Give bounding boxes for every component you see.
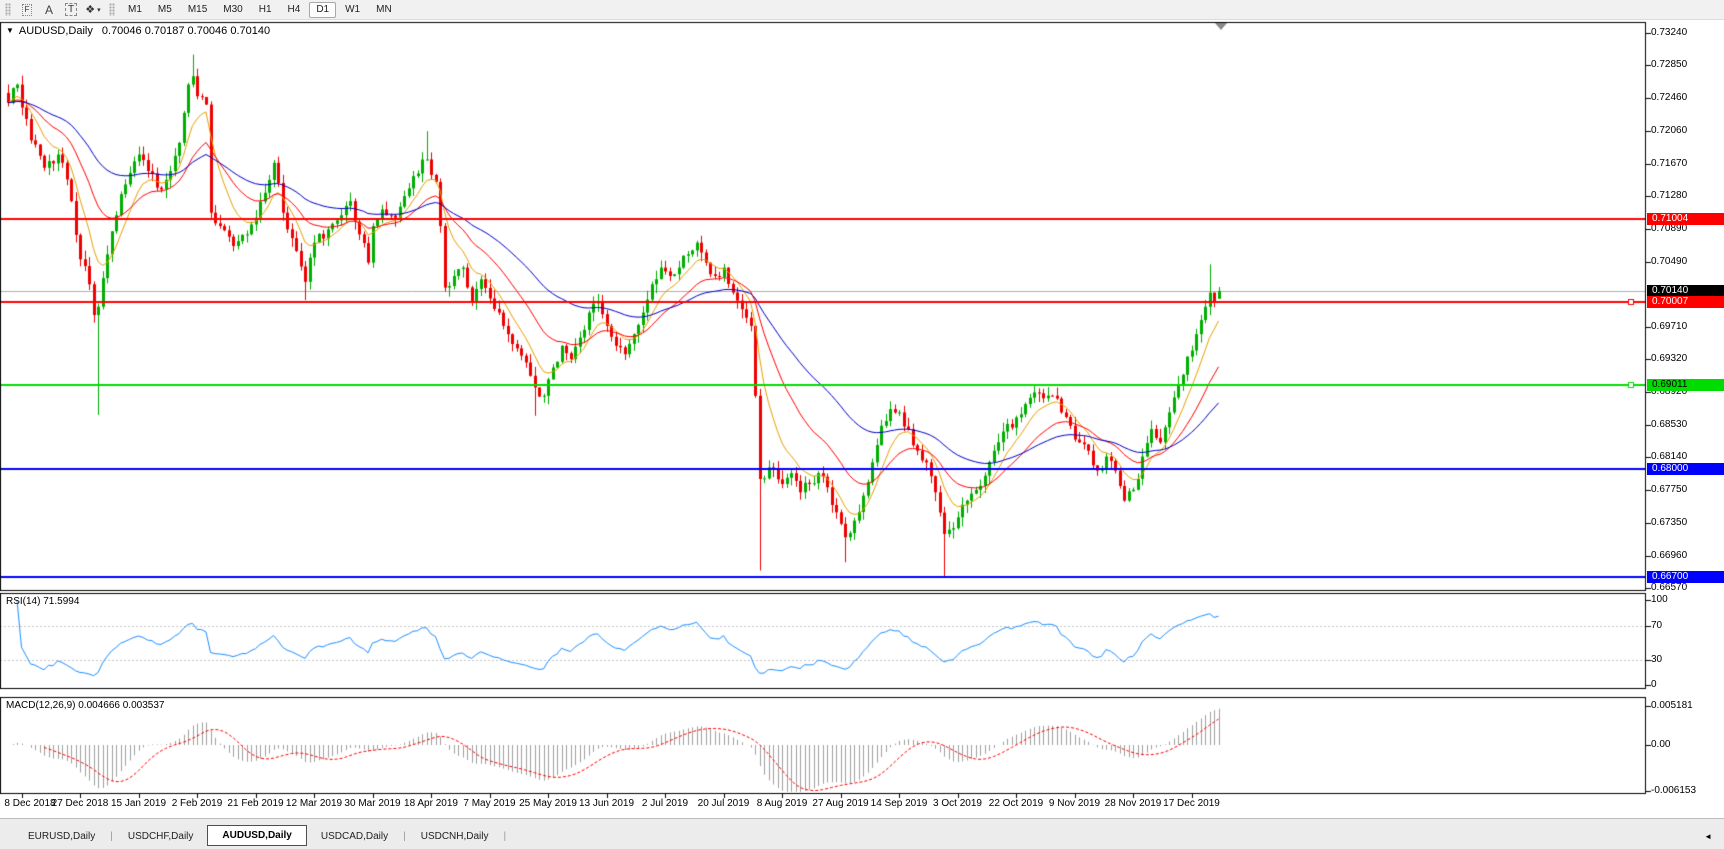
price-level-badge: 0.66700: [1647, 571, 1724, 584]
rsi-indicator-label: RSI(14) 71.5994: [6, 596, 80, 607]
text-label-tool-button[interactable]: T: [60, 1, 82, 18]
price-axis-tick: 0.72060: [1651, 125, 1688, 137]
price-level-badge: 0.69011: [1647, 378, 1724, 391]
timeframe-h4-button[interactable]: H4: [281, 2, 308, 18]
timeframe-toolbar-drag-handle[interactable]: [109, 3, 115, 16]
text-label-tool-icon: T: [64, 3, 78, 16]
fibonacci-tool-button[interactable]: F: [16, 1, 38, 18]
date-axis-label: 28 Nov 2019: [1104, 798, 1162, 809]
price-level-badge: 0.68000: [1647, 463, 1724, 475]
date-axis-label: 30 Mar 2019: [344, 798, 401, 809]
date-axis-label: 15 Jan 2019: [110, 798, 167, 809]
price-level-badge: 0.70007: [1647, 296, 1724, 308]
price-axis-tick: 0.66570: [1651, 582, 1688, 593]
toolbar: F A T ❖ ▾ M1 M5 M15 M30 H1 H4 D1 W1 MN: [0, 0, 1724, 20]
timeframe-h1-button[interactable]: H1: [252, 2, 279, 18]
tab-audusd-daily[interactable]: AUDUSD,Daily: [207, 825, 307, 846]
drawing-tools-group: F A T ❖ ▾: [16, 1, 104, 18]
price-axis-tick: 0.71670: [1651, 157, 1688, 169]
chart-symbol-label: AUDUSD,Daily: [18, 25, 93, 37]
tab-eurusd-daily[interactable]: EURUSD,Daily: [28, 831, 96, 842]
rsi-scale-label: 0: [1651, 679, 1657, 690]
price-chart-canvas[interactable]: [0, 0, 1724, 820]
tab-usdchf-daily[interactable]: USDCHF,Daily: [127, 831, 194, 842]
price-axis-tick: 0.69320: [1651, 353, 1688, 365]
price-axis-tick: 0.70890: [1651, 222, 1688, 234]
date-axis-label: 20 Jul 2019: [697, 798, 750, 809]
date-axis-label: 18 Apr 2019: [404, 798, 458, 809]
macd-scale-label: -0.006153: [1651, 785, 1697, 797]
date-axis-label: 8 Dec 2018: [4, 798, 56, 809]
timeframe-mn-button[interactable]: MN: [369, 2, 399, 18]
date-axis-label: 27 Aug 2019: [812, 798, 869, 809]
price-axis-tick: 0.68920: [1651, 386, 1688, 398]
arrows-tool-button[interactable]: ❖ ▾: [82, 1, 104, 18]
date-axis-label: 13 Jun 2019: [578, 798, 635, 809]
rsi-scale-label: 30: [1651, 653, 1663, 665]
price-axis-tick: 0.73240: [1651, 27, 1688, 38]
macd-scale-label: 0.005181: [1651, 700, 1693, 712]
macd-scale-label: 0.00: [1651, 739, 1671, 750]
rsi-scale-label: 100: [1651, 594, 1668, 605]
price-axis-tick: 0.71280: [1651, 190, 1688, 202]
date-axis-label: 3 Oct 2019: [933, 798, 982, 809]
timeframe-buttons-group: M1 M5 M15 M30 H1 H4 D1 W1 MN: [120, 1, 400, 18]
tab-usdcnh-daily[interactable]: USDCNH,Daily: [420, 831, 489, 842]
tab-separator: |: [403, 831, 406, 842]
date-axis-label: 2 Jul 2019: [641, 798, 689, 809]
timeframe-m5-button[interactable]: M5: [151, 2, 179, 18]
price-axis-tick: 0.72460: [1651, 91, 1688, 103]
price-level-badge: 0.71004: [1647, 213, 1724, 226]
price-axis-tick: 0.68140: [1651, 451, 1688, 463]
date-axis-label: 27 Dec 2018: [51, 798, 109, 809]
timeframe-m15-button[interactable]: M15: [181, 2, 214, 18]
timeframe-d1-button[interactable]: D1: [309, 1, 337, 18]
chart-title: ▼ AUDUSD,Daily 0.70046 0.70187 0.70046 0.7…: [6, 25, 270, 37]
date-axis-label: 17 Dec 2019: [1163, 798, 1220, 809]
date-axis-label: 7 May 2019: [463, 798, 516, 809]
date-axis-label: 22 Oct 2019: [988, 798, 1044, 809]
price-axis-tick: 0.70490: [1651, 255, 1688, 267]
text-tool-button[interactable]: A: [38, 1, 60, 18]
rsi-scale-label: 70: [1651, 619, 1663, 631]
timeframe-w1-button[interactable]: W1: [338, 2, 367, 18]
macd-indicator-label: MACD(12,26,9) 0.004666 0.003537: [6, 700, 165, 711]
fibonacci-tool-icon: F: [21, 3, 33, 16]
chart-tab-bar: EURUSD,Daily | USDCHF,Daily AUDUSD,Daily USD…: [0, 818, 1724, 849]
date-axis-label: 25 May 2019: [519, 798, 577, 809]
current-price-badge: 0.70140: [1647, 284, 1724, 297]
arrows-tool-icon: ❖: [85, 4, 96, 16]
tab-separator: |: [503, 831, 507, 842]
tab-scroll-left-icon[interactable]: ◄: [1704, 832, 1712, 841]
toolbar-drag-handle[interactable]: [5, 3, 11, 16]
date-axis-label: 2 Feb 2019: [171, 798, 223, 809]
text-tool-icon: A: [44, 2, 53, 17]
price-axis-tick: 0.67750: [1651, 483, 1688, 495]
price-axis-tick: 0.66960: [1651, 549, 1688, 561]
date-axis-label: 14 Sep 2019: [870, 798, 928, 809]
timeframe-m30-button[interactable]: M30: [216, 2, 249, 18]
date-axis-label: 9 Nov 2019: [1048, 798, 1101, 809]
collapse-ohlc-icon[interactable]: ▼: [6, 26, 14, 35]
dropdown-caret-icon: ▾: [97, 6, 101, 14]
price-axis-tick: 0.67350: [1651, 517, 1688, 529]
date-axis-label: 21 Feb 2019: [227, 798, 284, 809]
tab-separator: |: [110, 831, 113, 842]
price-axis-tick: 0.68530: [1651, 418, 1688, 430]
timeframe-m1-button[interactable]: M1: [121, 2, 149, 18]
price-axis-tick: 0.72850: [1651, 59, 1688, 71]
date-axis-label: 12 Mar 2019: [285, 798, 343, 809]
chart-ohlc-values: 0.70046 0.70187 0.70046 0.70140: [101, 25, 271, 37]
date-axis-label: 8 Aug 2019: [756, 798, 808, 809]
price-axis-tick: 0.69710: [1651, 320, 1688, 332]
chart-tabs: EURUSD,Daily | USDCHF,Daily AUDUSD,Daily USD…: [14, 825, 507, 846]
tab-usdcad-daily[interactable]: USDCAD,Daily: [320, 831, 389, 842]
